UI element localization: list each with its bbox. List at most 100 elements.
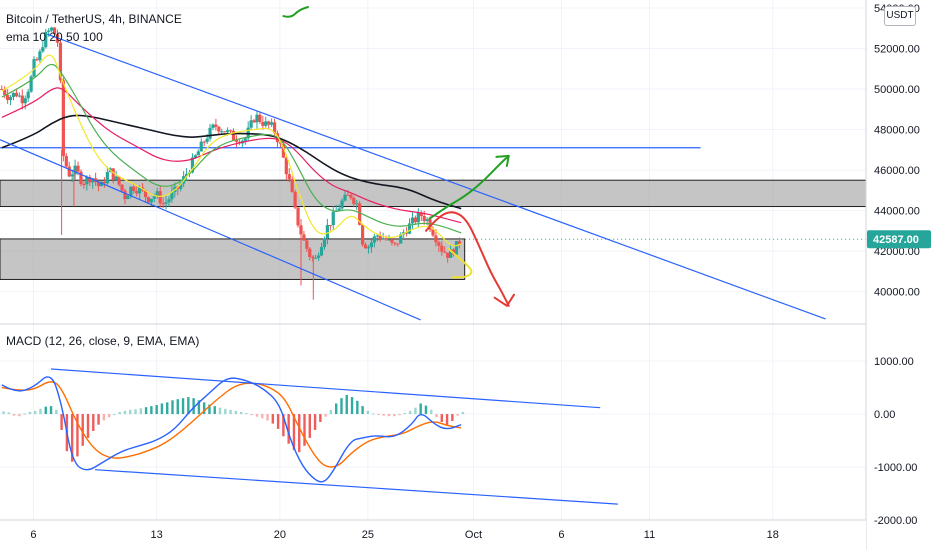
candle-body	[278, 142, 283, 144]
macd-histogram-bar	[445, 414, 449, 425]
macd-histogram-bar	[403, 412, 407, 415]
macd-upper-trendline[interactable]	[51, 368, 601, 409]
candle-body	[267, 121, 271, 125]
macd-histogram-bar	[361, 406, 364, 415]
candle-body	[155, 191, 159, 197]
macd-lower-trendline[interactable]	[95, 469, 618, 505]
macd-histogram-bar	[377, 414, 380, 416]
candle-body	[449, 249, 453, 258]
time-axis-background[interactable]	[0, 520, 866, 550]
candle-body	[6, 95, 10, 101]
chart-drawings[interactable]	[0, 6, 826, 505]
macd-tick-label: 1000.00	[874, 356, 914, 368]
candle-body	[117, 176, 121, 185]
candle-body	[120, 184, 124, 191]
macd-histogram-bar	[261, 414, 264, 419]
bearish-arrow-head[interactable]	[493, 293, 515, 307]
candle-body	[3, 89, 7, 96]
price-tick-label: 52000.00	[874, 44, 920, 56]
macd-histogram-bar	[435, 414, 438, 418]
candle-body	[316, 255, 321, 258]
symbol-legend[interactable]: Bitcoin / TetherUS, 4h, BINANCE	[6, 12, 182, 26]
candle-body	[434, 235, 438, 243]
macd-histogram-bar	[393, 414, 396, 417]
candle-body	[404, 232, 409, 234]
macd-histogram-bar	[76, 414, 79, 457]
macd-histogram-bar	[371, 413, 375, 415]
candle-body	[431, 229, 435, 236]
macd-histogram-bar	[208, 404, 211, 415]
macd-histogram-bar	[308, 414, 311, 438]
macd-legend[interactable]: MACD (12, 26, close, 9, EMA, EMA)	[6, 334, 200, 348]
upper-channel-trendline[interactable]	[47, 33, 826, 320]
time-tick-label: 25	[362, 529, 374, 541]
macd-histogram-bar	[366, 410, 370, 415]
macd-histogram-bar	[239, 411, 243, 415]
candle-body	[91, 178, 95, 183]
candle-body	[261, 121, 265, 126]
bearish-arrow[interactable]	[425, 211, 510, 307]
candle-body	[143, 190, 148, 198]
candle-body	[416, 212, 420, 223]
candle-body	[44, 31, 48, 48]
candle-body	[35, 59, 39, 61]
macd-histogram-bar	[34, 410, 37, 415]
macd-histogram-bar	[97, 414, 100, 425]
candle-body	[152, 196, 156, 199]
candle-body	[149, 198, 153, 203]
candle-body	[135, 191, 139, 194]
candle-body	[322, 238, 327, 248]
currency-button[interactable]: USDT	[884, 6, 916, 26]
macd-histogram-bar	[419, 403, 422, 415]
macd-histogram-bar	[313, 414, 317, 430]
candle-body	[193, 155, 197, 158]
macd-histogram-bar	[255, 414, 259, 417]
macd-histogram-bar	[424, 405, 428, 415]
macd-histogram-bar	[70, 414, 74, 462]
macd-histogram-bar	[324, 414, 327, 417]
candle-body	[352, 197, 356, 204]
candle-body	[346, 194, 350, 196]
bullish-arrow-head[interactable]	[495, 154, 510, 167]
macd-histogram-bar	[28, 411, 32, 415]
macd-histogram-bar	[113, 414, 116, 416]
support-zone[interactable]	[0, 238, 466, 280]
candle-body	[319, 247, 324, 256]
candle-body	[190, 157, 195, 173]
candle-body	[11, 92, 16, 98]
candle-body	[226, 130, 230, 133]
macd-histogram-bar	[92, 414, 95, 432]
macd-histogram-bar	[102, 414, 106, 421]
top-tick-mark[interactable]	[282, 6, 309, 18]
candle-body	[308, 248, 312, 258]
candle-body	[358, 203, 362, 225]
candle-body	[419, 212, 423, 217]
lower-channel-trendline[interactable]	[0, 139, 421, 321]
candle-body	[270, 122, 274, 125]
macd-histogram-bar	[345, 394, 348, 415]
macd-histogram-bar	[7, 412, 11, 415]
time-tick-label: 6	[30, 529, 36, 541]
candle-body	[85, 176, 89, 185]
macd-histogram-bar	[319, 414, 322, 422]
price-tick-label: 48000.00	[874, 125, 920, 137]
candle-body	[217, 126, 221, 132]
candle-body	[99, 181, 104, 187]
candle-body	[302, 234, 306, 241]
candle-body	[413, 217, 417, 223]
candle-body	[111, 168, 115, 180]
last-price-tag[interactable]	[867, 230, 931, 249]
candle-body	[211, 124, 215, 128]
candle-body	[0, 89, 4, 91]
macd-histogram-bar	[55, 409, 58, 415]
price-axis-background[interactable]	[866, 0, 932, 550]
bullish-arrow[interactable]	[428, 154, 510, 220]
candle-body	[17, 95, 21, 97]
macd-tick-label: -1000.00	[874, 462, 917, 474]
candle-body	[73, 165, 77, 175]
ema-legend[interactable]: ema 10 20 50 100	[6, 30, 103, 44]
yellow-hook[interactable]	[447, 248, 473, 279]
candle-body	[369, 242, 373, 248]
candle-body	[129, 186, 133, 196]
